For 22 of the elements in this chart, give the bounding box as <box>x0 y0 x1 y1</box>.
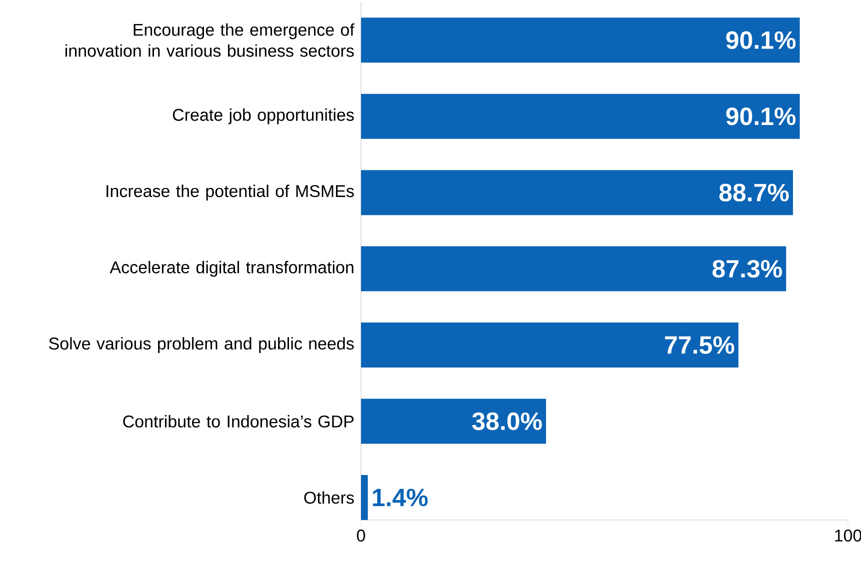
y-tick-label: Accelerate digital transformation <box>110 260 354 277</box>
bar <box>361 170 793 216</box>
y-tick-label: Create job opportunities <box>172 108 354 124</box>
x-tick-label: 0 <box>356 530 366 542</box>
bar <box>361 94 800 139</box>
data-label: 1.4% <box>372 488 428 506</box>
y-tick-label: Others <box>304 491 354 504</box>
y-tick-label: Encourage the emergence of innovation in various business sectors <box>66 23 354 57</box>
data-label: 90.1% <box>726 31 796 49</box>
y-tick-label: Solve various problem and public needs <box>49 337 354 353</box>
data-label: 87.3% <box>712 260 782 278</box>
bar <box>361 398 546 444</box>
data-label: 88.7% <box>719 184 789 202</box>
data-label: 90.1% <box>726 107 796 126</box>
bar <box>361 322 738 368</box>
bar <box>361 18 800 63</box>
y-tick-label: Increase the potential of MSMEs <box>106 184 354 200</box>
data-label: 77.5% <box>665 336 734 354</box>
bar <box>361 475 368 520</box>
data-label: 38.0% <box>472 412 542 430</box>
bar <box>361 246 786 292</box>
y-tick-label: Contribute to Indonesia’s GDP <box>123 415 354 428</box>
